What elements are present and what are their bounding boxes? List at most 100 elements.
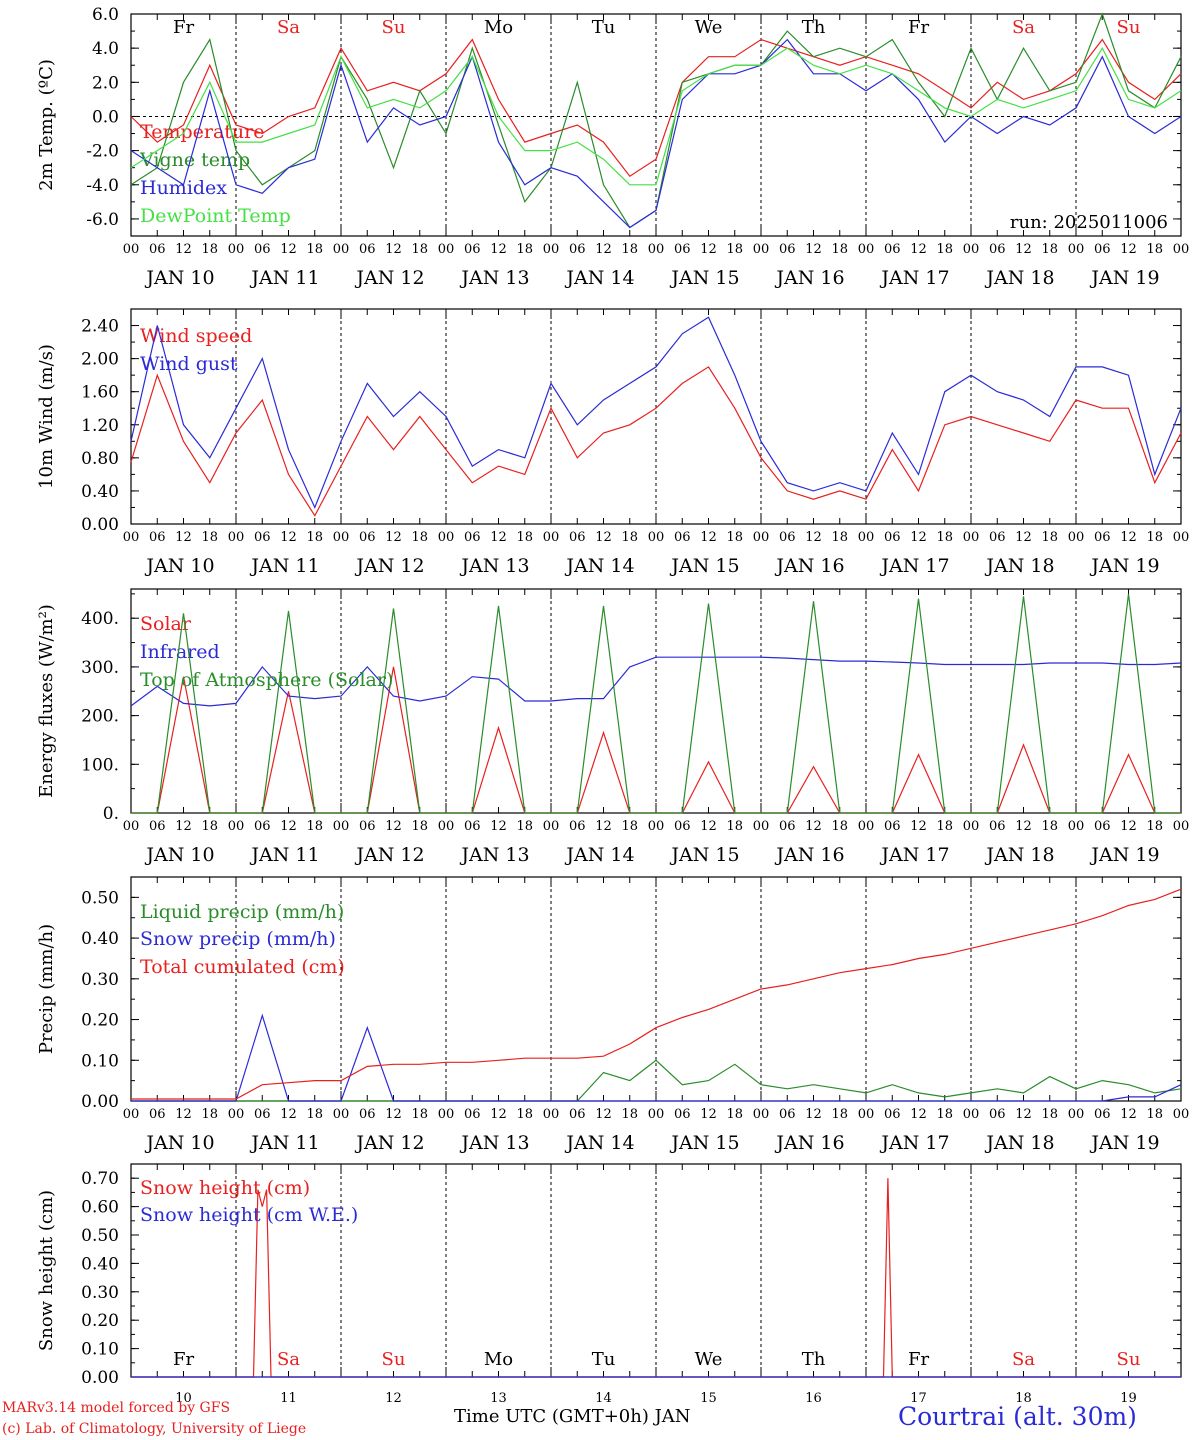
x-day-label: 14 bbox=[595, 1391, 612, 1406]
x-day-label: 13 bbox=[490, 1391, 507, 1406]
x-hour-label: 00 bbox=[648, 819, 665, 834]
x-hour-label: 00 bbox=[228, 530, 245, 545]
weekday-label: Sa bbox=[1012, 17, 1035, 38]
legend-entry: Snow height (cm) bbox=[140, 1177, 310, 1199]
x-hour-label: 06 bbox=[464, 530, 481, 545]
legend-entry: Top of Atmosphere (Solar) bbox=[140, 669, 393, 691]
x-day-label: JAN 14 bbox=[564, 267, 634, 289]
y-tick-label: 0.20 bbox=[81, 1311, 119, 1331]
x-hour-label: 00 bbox=[228, 242, 245, 257]
x-hour-label: 00 bbox=[753, 530, 770, 545]
x-hour-label: 06 bbox=[569, 819, 586, 834]
x-hour-label: 12 bbox=[700, 819, 717, 834]
x-hour-label: 00 bbox=[1068, 819, 1085, 834]
y-tick-label: 2.0 bbox=[92, 73, 119, 93]
weekday-label: We bbox=[695, 1349, 723, 1370]
x-hour-label: 00 bbox=[648, 530, 665, 545]
x-hour-label: 12 bbox=[1015, 242, 1032, 257]
legend-entry: Vigne temp bbox=[139, 149, 250, 171]
x-hour-label: 06 bbox=[674, 242, 691, 257]
y-tick-label: 0.10 bbox=[81, 1340, 119, 1360]
weekday-label: Th bbox=[802, 1349, 826, 1370]
x-hour-label: 00 bbox=[1173, 242, 1190, 257]
x-hour-label: 18 bbox=[1146, 819, 1163, 834]
x-hour-label: 12 bbox=[1120, 530, 1137, 545]
x-hour-label: 12 bbox=[805, 819, 822, 834]
y-tick-label: 200. bbox=[81, 707, 119, 727]
x-day-label: JAN 19 bbox=[1089, 1132, 1159, 1154]
legend-entry: Humidex bbox=[140, 177, 227, 199]
x-hour-label: 00 bbox=[1068, 530, 1085, 545]
legend-entry: Solar bbox=[140, 613, 192, 635]
x-day-label: JAN 11 bbox=[249, 1132, 319, 1154]
x-hour-label: 00 bbox=[858, 1107, 875, 1122]
weekday-label: Th bbox=[802, 17, 826, 38]
x-hour-label: 00 bbox=[858, 530, 875, 545]
x-hour-label: 00 bbox=[963, 530, 980, 545]
x-hour-label: 06 bbox=[989, 242, 1006, 257]
x-hour-label: 12 bbox=[1120, 1107, 1137, 1122]
x-hour-label: 06 bbox=[359, 819, 376, 834]
y-tick-label: 6.0 bbox=[92, 5, 119, 25]
x-hour-label: 12 bbox=[595, 242, 612, 257]
x-hour-label: 12 bbox=[490, 819, 507, 834]
x-hour-label: 12 bbox=[385, 242, 402, 257]
x-hour-label: 12 bbox=[805, 530, 822, 545]
x-hour-label: 12 bbox=[1120, 242, 1137, 257]
y-tick-label: -4.0 bbox=[86, 176, 119, 196]
x-day-label: JAN 16 bbox=[774, 844, 844, 866]
x-hour-label: 18 bbox=[1041, 242, 1058, 257]
weekday-label: Fr bbox=[908, 17, 929, 38]
y-tick-label: 0.40 bbox=[81, 1254, 119, 1274]
series-line bbox=[131, 1178, 1181, 1378]
x-hour-label: 18 bbox=[411, 242, 428, 257]
x-day-label: 17 bbox=[910, 1391, 927, 1406]
x-hour-label: 06 bbox=[149, 1107, 166, 1122]
x-hour-label: 06 bbox=[989, 1107, 1006, 1122]
x-day-label: 19 bbox=[1120, 1391, 1137, 1406]
legend-entry: Liquid precip (mm/h) bbox=[140, 901, 344, 923]
x-hour-label: 00 bbox=[753, 819, 770, 834]
x-hour-label: 18 bbox=[621, 530, 638, 545]
x-hour-label: 06 bbox=[149, 242, 166, 257]
station-label: Courtrai (alt. 30m) bbox=[898, 1402, 1137, 1431]
weekday-label: Su bbox=[382, 1349, 406, 1370]
x-hour-label: 18 bbox=[936, 530, 953, 545]
y-tick-label: 1.20 bbox=[81, 416, 119, 436]
x-hour-label: 06 bbox=[779, 530, 796, 545]
x-hour-label: 06 bbox=[254, 530, 271, 545]
x-hour-label: 06 bbox=[359, 242, 376, 257]
y-tick-label: 0.50 bbox=[81, 1226, 119, 1246]
x-hour-label: 00 bbox=[648, 242, 665, 257]
x-hour-label: 12 bbox=[385, 1107, 402, 1122]
x-day-label: JAN 15 bbox=[669, 844, 739, 866]
x-day-label: JAN 10 bbox=[144, 555, 214, 577]
x-hour-label: 18 bbox=[201, 242, 218, 257]
x-hour-label: 06 bbox=[569, 530, 586, 545]
x-hour-label: 18 bbox=[621, 819, 638, 834]
x-hour-label: 18 bbox=[831, 1107, 848, 1122]
y-tick-label: -6.0 bbox=[86, 210, 119, 230]
x-hour-label: 06 bbox=[674, 1107, 691, 1122]
x-hour-label: 18 bbox=[936, 242, 953, 257]
x-hour-label: 18 bbox=[201, 1107, 218, 1122]
weekday-label: Tu bbox=[592, 17, 616, 38]
x-hour-label: 06 bbox=[1094, 819, 1111, 834]
x-hour-label: 18 bbox=[726, 819, 743, 834]
x-hour-label: 12 bbox=[490, 242, 507, 257]
y-tick-label: 0.10 bbox=[81, 1051, 119, 1071]
x-hour-label: 00 bbox=[228, 819, 245, 834]
x-day-label: JAN 14 bbox=[564, 555, 634, 577]
y-tick-label: 1.60 bbox=[81, 383, 119, 403]
x-hour-label: 12 bbox=[175, 819, 192, 834]
y-axis-label: 10m Wind (m/s) bbox=[36, 344, 57, 489]
x-hour-label: 06 bbox=[359, 1107, 376, 1122]
x-hour-label: 06 bbox=[464, 819, 481, 834]
model-credit: MARv3.14 model forced by GFS (c) Lab. of… bbox=[2, 1398, 306, 1440]
x-hour-label: 06 bbox=[884, 242, 901, 257]
weekday-label: Fr bbox=[173, 17, 194, 38]
x-hour-label: 06 bbox=[884, 819, 901, 834]
y-axis-label: 2m Temp. (ºC) bbox=[36, 59, 57, 191]
legend-entry: Total cumulated (cm) bbox=[140, 956, 345, 978]
